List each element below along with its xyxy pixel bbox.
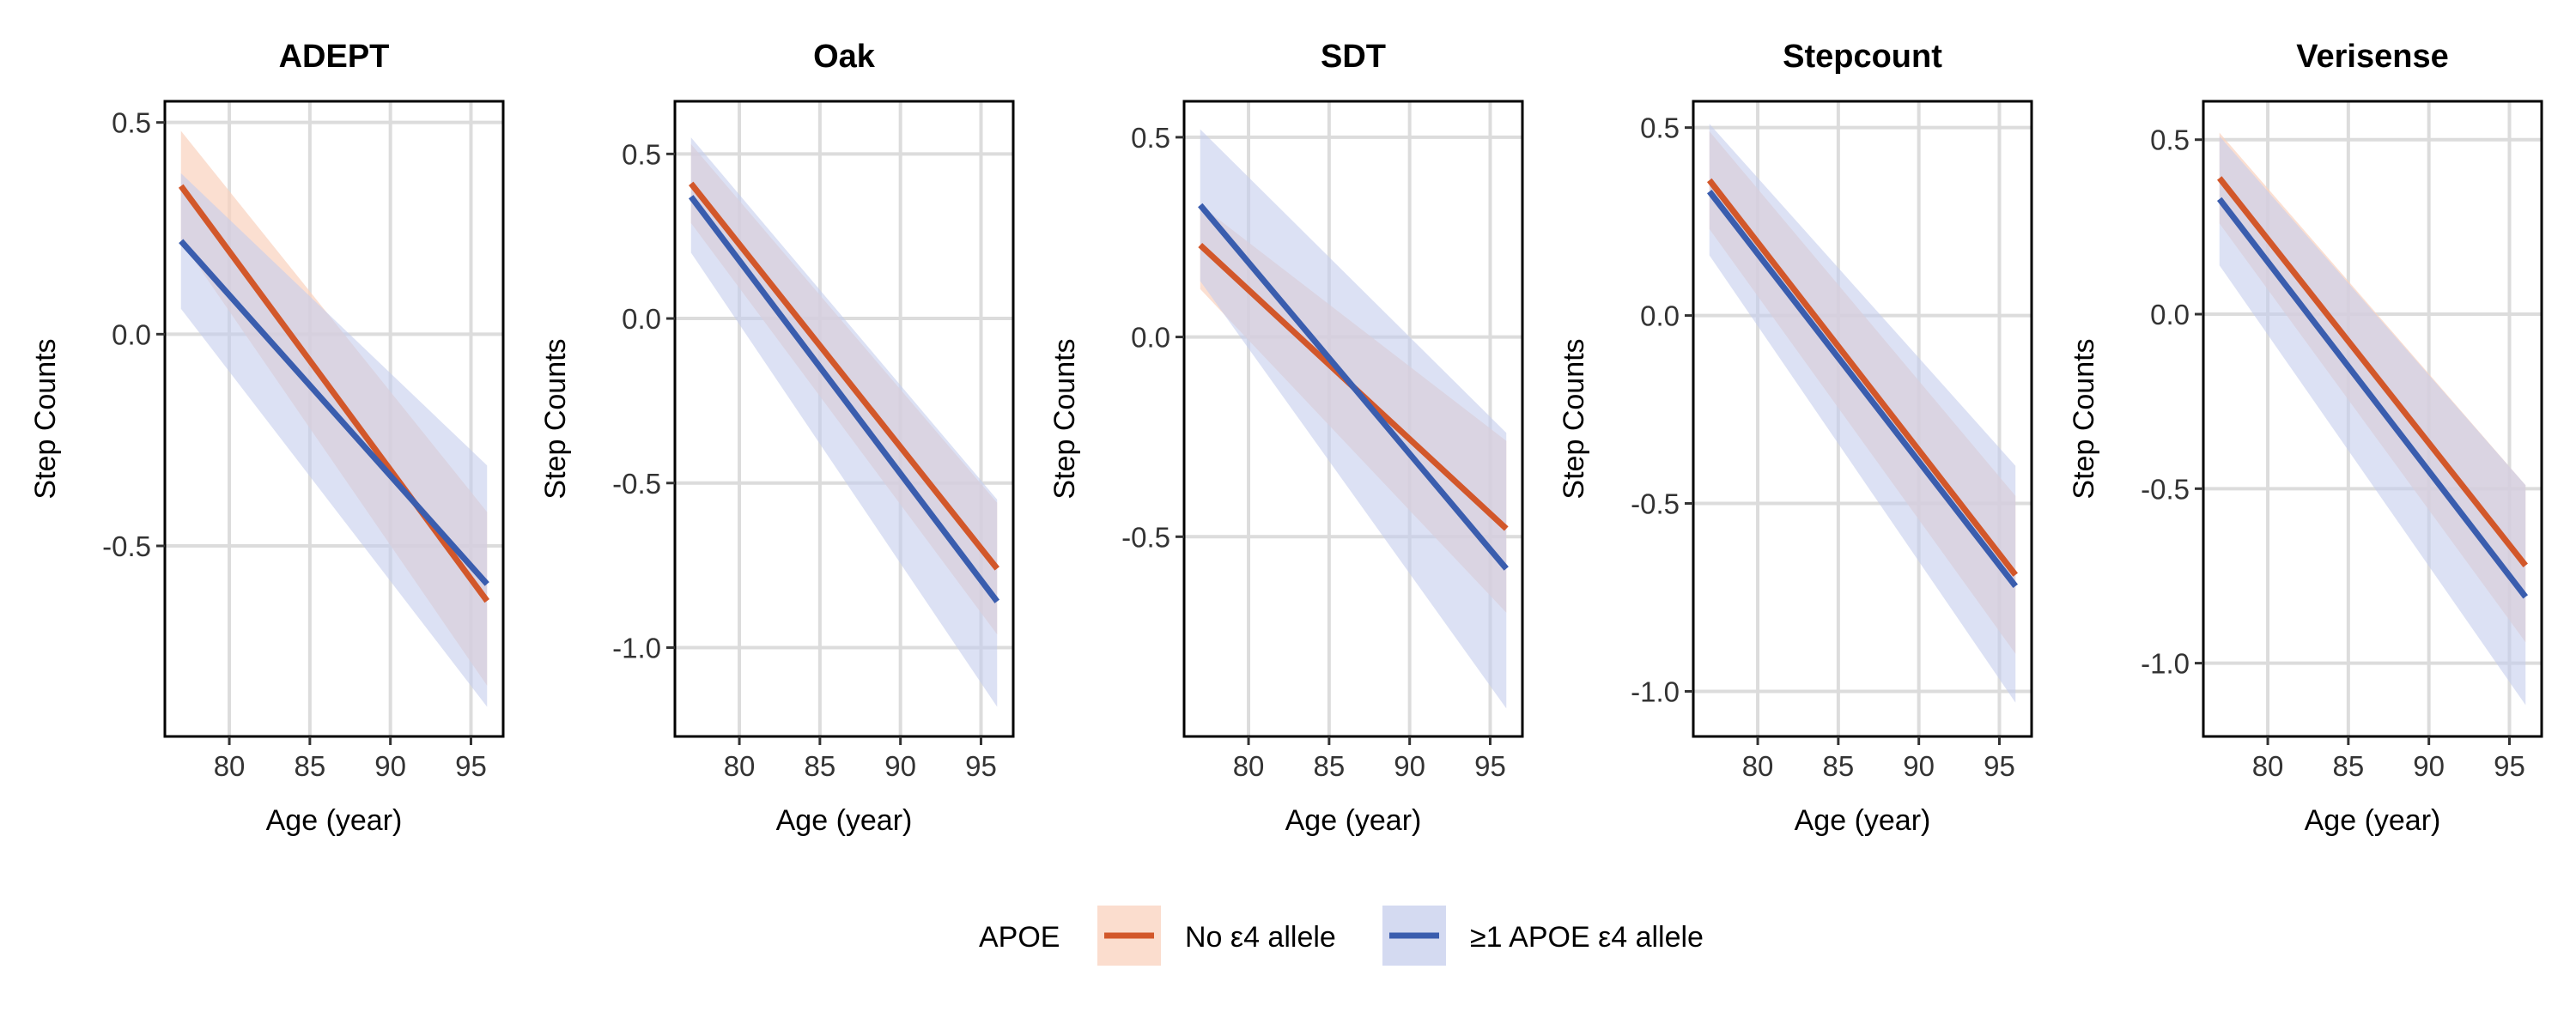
plot-frame xyxy=(1692,100,2033,738)
series-line-e4-carrier xyxy=(179,239,489,586)
y-tick-label: -0.5 xyxy=(1631,488,1680,520)
legend-title: APOE xyxy=(979,921,1060,954)
x-tick-label: 85 xyxy=(804,750,835,782)
series-line-no-e4 xyxy=(689,181,999,571)
y-tick-label: -0.5 xyxy=(1121,521,1170,553)
x-tick-label: 95 xyxy=(1474,750,1506,782)
x-axis-title: Age (year) xyxy=(1285,804,1422,837)
plot-frame xyxy=(1182,100,1524,738)
x-tick-label: 90 xyxy=(2413,750,2445,782)
y-axis-title: Step Counts xyxy=(539,338,572,499)
legend-item-no-e4: No ε4 allele xyxy=(1097,906,1336,966)
panel-verisense: 80 85 90 95 -1.0 -0.5 0.0 0.5 Verisense Age (year… xyxy=(2068,39,2543,837)
y-tick-label: -1.0 xyxy=(2141,648,2190,680)
x-tick-label: 80 xyxy=(1742,750,1774,782)
y-tick-label: 0.0 xyxy=(1640,300,1680,332)
legend: APOE No ε4 allele ≥1 APOE ε4 allele xyxy=(979,906,1704,966)
x-tick-label: 80 xyxy=(2252,750,2284,782)
series-line-e4-carrier xyxy=(688,195,1000,603)
x-tick-label: 85 xyxy=(1313,750,1345,782)
confidence-band-e4-carrier xyxy=(180,173,488,707)
y-tick-label: -0.5 xyxy=(102,530,151,562)
panel-title: SDT xyxy=(1321,39,1386,75)
x-tick-label: 85 xyxy=(2332,750,2364,782)
x-tick-label: 80 xyxy=(214,750,246,782)
y-tick-label: 0.0 xyxy=(622,303,661,335)
x-tick-label: 85 xyxy=(294,750,325,782)
y-tick-label: -1.0 xyxy=(1631,676,1680,707)
legend-label: No ε4 allele xyxy=(1185,921,1336,954)
y-tick-label: 0.5 xyxy=(2150,124,2190,156)
confidence-band-e4-carrier xyxy=(1200,129,1507,709)
y-tick-label: 0.0 xyxy=(112,318,151,350)
series-line-e4-carrier xyxy=(1198,203,1509,571)
x-tick-label: 95 xyxy=(965,750,997,782)
panel-title: Oak xyxy=(813,39,876,75)
plot-frame xyxy=(2202,100,2543,738)
plot-frame xyxy=(673,100,1015,738)
legend-label: ≥1 APOE ε4 allele xyxy=(1470,921,1704,954)
x-tick-label: 95 xyxy=(455,750,487,782)
panel-title: Stepcount xyxy=(1783,39,1942,75)
y-tick-label: -0.5 xyxy=(612,468,661,500)
x-tick-label: 95 xyxy=(2494,750,2525,782)
y-tick-label: -0.5 xyxy=(2141,473,2190,505)
panel-title: Verisense xyxy=(2296,39,2448,75)
series-line-no-e4 xyxy=(2217,176,2528,567)
x-tick-label: 80 xyxy=(724,750,756,782)
y-axis-title: Step Counts xyxy=(1048,338,1081,499)
x-axis-title: Age (year) xyxy=(1795,804,1931,837)
panel-adept: 80 85 90 95 -0.5 0.0 0.5 ADEPT Age (year) Step Co… xyxy=(29,39,505,837)
y-tick-label: 0.5 xyxy=(112,107,151,139)
x-tick-label: 90 xyxy=(1394,750,1425,782)
y-tick-label: 0.0 xyxy=(2150,299,2190,330)
plot-frame xyxy=(163,100,505,738)
y-tick-label: 0.5 xyxy=(622,138,661,170)
x-axis-title: Age (year) xyxy=(2305,804,2441,837)
x-tick-label: 85 xyxy=(1822,750,1854,782)
panels: 80 85 90 95 -0.5 0.0 0.5 ADEPT Age (year) Step Co… xyxy=(29,39,2543,837)
y-tick-label: 0.0 xyxy=(1131,322,1170,354)
y-axis-title: Step Counts xyxy=(1558,338,1590,499)
y-tick-label: 0.5 xyxy=(1640,112,1680,144)
y-tick-label: 0.5 xyxy=(1131,122,1170,154)
x-tick-label: 95 xyxy=(1984,750,2015,782)
x-tick-label: 80 xyxy=(1233,750,1265,782)
series-line-e4-carrier xyxy=(2216,197,2529,599)
panel-oak: 80 85 90 95 -1.0 -0.5 0.0 0.5 Oak Age (year) Step … xyxy=(539,39,1015,837)
y-tick-label: -1.0 xyxy=(612,632,661,663)
panel-stepcount: 80 85 90 95 -1.0 -0.5 0.0 0.5 Stepcount Age (year… xyxy=(1558,39,2033,837)
confidence-band-e4-carrier xyxy=(1709,124,2016,703)
series-line-e4-carrier xyxy=(1706,189,2019,588)
panel-sdt: 80 85 90 95 -0.5 0.0 0.5 SDT Age (year) Step Coun… xyxy=(1048,39,1524,837)
legend-item-e4-carrier: ≥1 APOE ε4 allele xyxy=(1382,906,1704,966)
x-tick-label: 90 xyxy=(1903,750,1935,782)
y-axis-title: Step Counts xyxy=(29,338,62,499)
x-axis-title: Age (year) xyxy=(776,804,913,837)
series-line-no-e4 xyxy=(178,184,490,603)
y-axis-title: Step Counts xyxy=(2068,338,2100,499)
panel-title: ADEPT xyxy=(279,39,390,75)
x-tick-label: 90 xyxy=(374,750,406,782)
x-tick-label: 90 xyxy=(884,750,916,782)
x-axis-title: Age (year) xyxy=(266,804,403,837)
series-line-no-e4 xyxy=(1706,178,2019,577)
